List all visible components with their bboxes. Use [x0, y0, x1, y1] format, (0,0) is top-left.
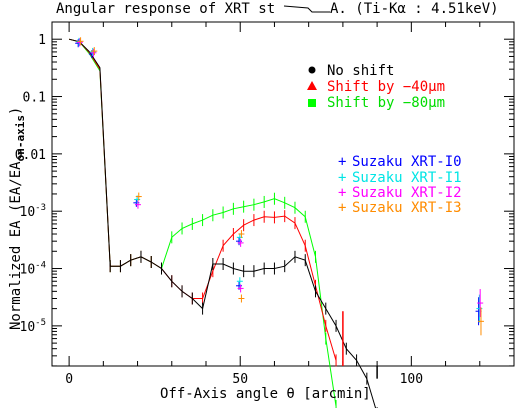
x-tick-labels: 0 50 100	[65, 372, 423, 387]
y-axis-label-sub: on-axis	[14, 115, 27, 161]
y-tick-labels: 1 0.1 0.01 10-3 10-4 10-5	[15, 33, 46, 335]
legend-top: No shift Shift by −40μm Shift by −80μm	[307, 63, 445, 111]
legend-marker-suzaku-i3: +	[338, 200, 346, 216]
y-axis-label-main: Normalized EA (EA/EA	[8, 161, 24, 330]
legend-suzaku: + Suzaku XRT-I0 + Suzaku XRT-I1 + Suzaku…	[338, 154, 462, 216]
y-tick-label: 10-3	[20, 203, 47, 220]
y-tick-label: 0.1	[23, 91, 46, 106]
legend-marker-suzaku-i1: +	[338, 170, 346, 186]
x-tick-label: 100	[400, 372, 423, 387]
legend-marker-no-shift	[308, 66, 316, 74]
legend-marker-suzaku-i2: +	[338, 185, 346, 201]
series-layer	[68, 38, 378, 408]
y-tick-label: 1	[38, 33, 46, 48]
title-strike-mark	[283, 5, 330, 13]
chart-title-tail: A. (Ti-Kα : 4.51keV)	[330, 1, 499, 17]
legend-label-suzaku-i0: Suzaku XRT-I0	[352, 154, 462, 170]
suzaku-layer	[75, 37, 484, 336]
x-tick-label: 0	[65, 372, 73, 387]
legend-label-suzaku-i3: Suzaku XRT-I3	[352, 200, 462, 216]
x-axis-label: Off-Axis angle θ [arcmin]	[160, 386, 371, 402]
legend-label-suzaku-i2: Suzaku XRT-I2	[352, 185, 462, 201]
axis-ticks	[52, 22, 514, 367]
legend-label-no-shift: No shift	[327, 63, 394, 79]
legend-label-shift-40: Shift by −40μm	[327, 79, 445, 95]
legend-marker-shift-40	[307, 81, 317, 90]
y-tick-label: 10-5	[20, 318, 47, 335]
svg-text:Normalized EA (EA/EAon-axis): Normalized EA (EA/EAon-axis)	[8, 107, 27, 330]
legend-label-suzaku-i1: Suzaku XRT-I1	[352, 170, 462, 186]
y-tick-label: 10-4	[20, 261, 47, 278]
y-axis-label: Normalized EA (EA/EAon-axis)	[8, 107, 27, 330]
legend-marker-suzaku-i0: +	[338, 154, 346, 170]
legend-marker-shift-80	[308, 99, 316, 107]
chart-title: Angular response of XRT st	[56, 1, 275, 17]
legend-label-shift-80: Shift by −80μm	[327, 95, 445, 111]
y-tick-label: 0.01	[15, 148, 46, 163]
x-tick-label: 50	[232, 372, 248, 387]
y-axis-label-close: )	[8, 107, 24, 115]
